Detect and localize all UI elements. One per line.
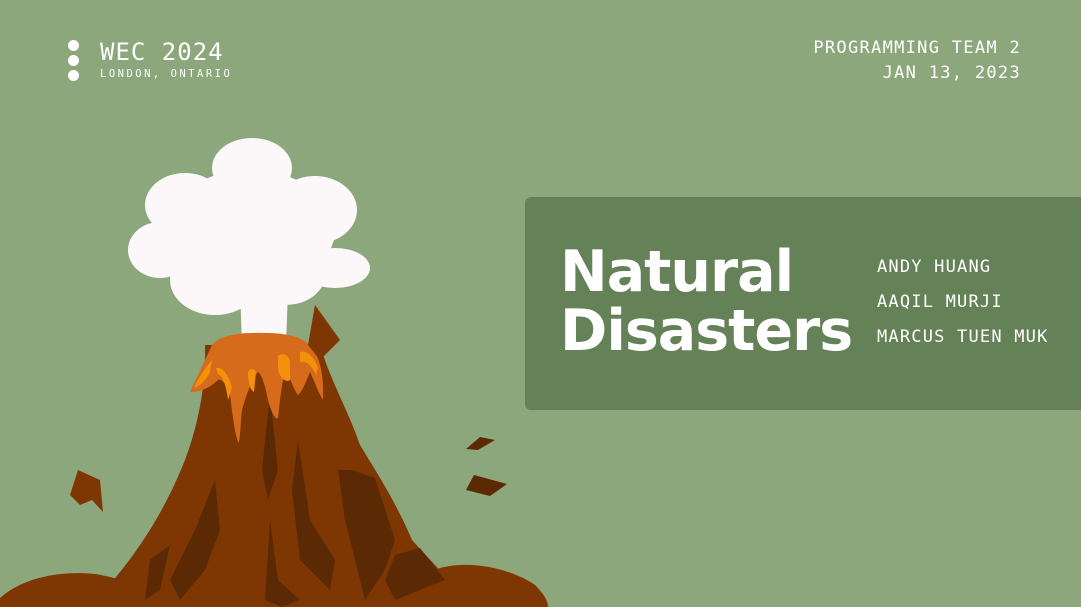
brand-logo: WEC 2024 LONDON, ONTARIO: [68, 38, 232, 81]
brand-title: WEC 2024: [100, 38, 224, 66]
erupting-volcano-icon: [0, 138, 548, 607]
dots-icon: [68, 40, 79, 81]
team-members-list: ANDY HUANG AAQIL MURJI MARCUS TUEN MUK: [877, 255, 1049, 360]
team-member: MARCUS TUEN MUK: [877, 327, 1049, 347]
team-member: AAQIL MURJI: [877, 292, 1003, 312]
title-panel: Natural Disasters ANDY HUANG AAQIL MURJI…: [525, 197, 1081, 410]
page-title: Natural Disasters: [560, 239, 853, 364]
brand-subtitle: LONDON, ONTARIO: [100, 68, 233, 80]
team-name: PROGRAMMING TEAM 2: [813, 38, 1021, 58]
date-label: JAN 13, 2023: [882, 63, 1021, 83]
header-meta: PROGRAMMING TEAM 2 JAN 13, 2023: [813, 36, 1021, 86]
team-member: ANDY HUANG: [877, 257, 992, 277]
